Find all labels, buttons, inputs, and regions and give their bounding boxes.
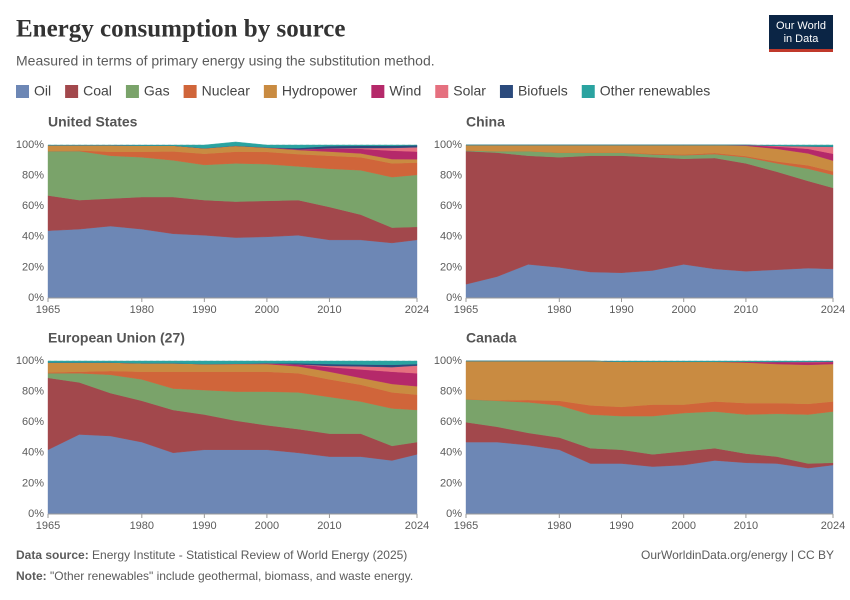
legend-label: Nuclear [202, 83, 251, 99]
y-tick-label: 20% [22, 477, 44, 489]
legend-label: Other renewables [600, 83, 711, 99]
legend-label: Coal [83, 83, 112, 99]
legend-swatch [183, 85, 197, 98]
x-tick-label: 1965 [36, 304, 60, 316]
x-tick-label: 2010 [734, 304, 758, 316]
x-tick-label: 2024 [821, 304, 845, 316]
y-tick-label: 0% [28, 508, 44, 520]
y-tick-label: 0% [446, 292, 462, 304]
area [466, 360, 834, 362]
legend-swatch [371, 85, 385, 98]
x-tick-label: 2010 [317, 520, 341, 532]
logo-stripe [769, 49, 833, 52]
y-tick-label: 0% [446, 508, 462, 520]
y-tick-label: 100% [434, 139, 462, 151]
x-tick-label: 2010 [734, 520, 758, 532]
source-label: Data source: Energy Institute - Statisti… [16, 548, 407, 562]
legend-swatch [499, 85, 513, 98]
panel-title: European Union (27) [48, 330, 185, 346]
x-tick-label: 2000 [255, 304, 279, 316]
logo-box [769, 15, 833, 52]
source-label: Data source: [16, 548, 89, 562]
y-tick-label: 80% [22, 386, 44, 398]
y-tick-label: 80% [22, 170, 44, 182]
y-tick-label: 40% [440, 231, 462, 243]
legend-label: Wind [389, 83, 421, 99]
y-tick-label: 100% [16, 139, 44, 151]
legend-swatch [125, 85, 139, 98]
note: Note: "Other renewables" include geother… [16, 569, 413, 583]
y-tick-label: 80% [440, 170, 462, 182]
legend-label: Biofuels [518, 83, 568, 99]
panel-title: Canada [466, 330, 517, 346]
x-tick-label: 2000 [671, 520, 695, 532]
x-tick-label: 1965 [36, 520, 60, 532]
x-tick-label: 2024 [405, 304, 429, 316]
y-tick-label: 20% [22, 261, 44, 273]
x-tick-label: 1980 [130, 304, 154, 316]
legend-swatch [65, 85, 79, 98]
y-tick-label: 60% [440, 200, 462, 212]
legend-swatch [263, 85, 277, 98]
panel-title: United States [48, 114, 138, 130]
note-text: "Other renewables" include geothermal, b… [50, 569, 413, 583]
area [47, 360, 418, 366]
x-tick-label: 2000 [671, 304, 695, 316]
legend-label: Gas [144, 83, 170, 99]
x-tick-label: 1990 [192, 520, 216, 532]
x-tick-label: 1980 [547, 520, 571, 532]
chart-title: Energy consumption by source [16, 16, 345, 43]
y-tick-label: 60% [440, 416, 462, 428]
legend-label: Solar [453, 83, 486, 99]
y-tick-label: 100% [434, 355, 462, 367]
y-tick-label: 100% [16, 355, 44, 367]
legend-swatch [16, 85, 29, 98]
x-tick-label: 2024 [405, 520, 429, 532]
legend-swatch [581, 85, 595, 98]
y-tick-label: 40% [440, 447, 462, 459]
x-tick-label: 2024 [821, 520, 845, 532]
source-url[interactable]: OurWorldinData.org/energy | CC BY [641, 548, 834, 562]
y-tick-label: 60% [22, 416, 44, 428]
legend-swatch [435, 85, 449, 98]
y-tick-label: 20% [440, 477, 462, 489]
x-tick-label: 1965 [454, 520, 478, 532]
y-tick-label: 80% [440, 386, 462, 398]
x-tick-label: 1990 [192, 304, 216, 316]
source-text: Energy Institute - Statistical Review of… [92, 548, 407, 562]
panel-title: China [466, 114, 505, 130]
x-tick-label: 2000 [255, 520, 279, 532]
legend-label: Oil [34, 83, 51, 99]
area [466, 144, 834, 147]
y-tick-label: 0% [28, 292, 44, 304]
x-tick-label: 1980 [547, 304, 571, 316]
x-tick-label: 1990 [609, 304, 633, 316]
area [47, 141, 418, 149]
logo-text: in Data [784, 33, 820, 45]
chart-subtitle: Measured in terms of primary energy usin… [16, 53, 435, 69]
x-tick-label: 1980 [130, 520, 154, 532]
logo-text: Our World [776, 20, 826, 32]
x-tick-label: 2010 [317, 304, 341, 316]
x-tick-label: 1965 [454, 304, 478, 316]
y-tick-label: 20% [440, 261, 462, 273]
y-tick-label: 40% [22, 447, 44, 459]
y-tick-label: 60% [22, 200, 44, 212]
area [465, 360, 834, 408]
note-label: Note: [16, 569, 47, 583]
legend-label: Hydropower [282, 83, 358, 99]
y-tick-label: 40% [22, 231, 44, 243]
x-tick-label: 1990 [609, 520, 633, 532]
